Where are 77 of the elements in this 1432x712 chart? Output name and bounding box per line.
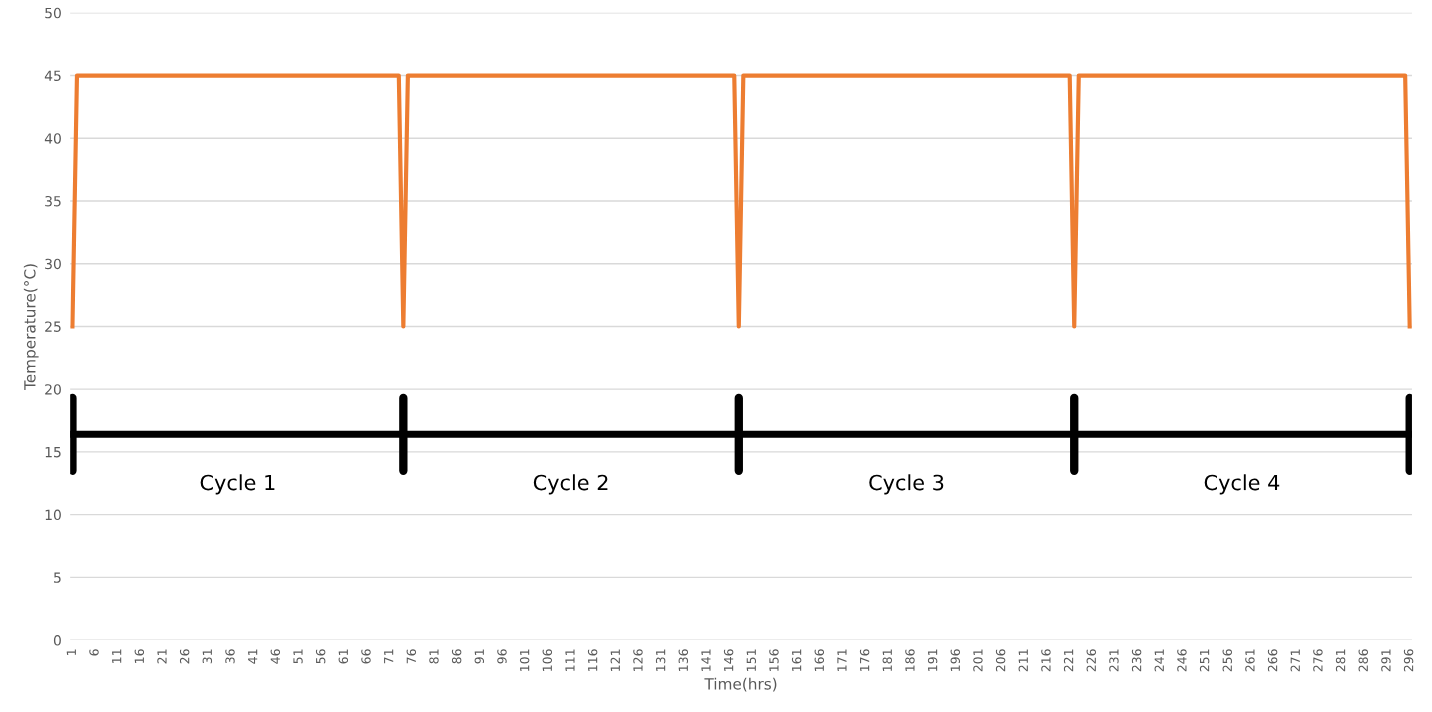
x-tick-label: 236 xyxy=(1131,649,1142,672)
x-tick-label: 266 xyxy=(1267,649,1278,672)
x-tick-label: 291 xyxy=(1381,649,1391,672)
x-tick-label: 206 xyxy=(995,649,1006,672)
x-tick-label: 31 xyxy=(202,649,213,664)
x-tick-label: 286 xyxy=(1358,649,1368,672)
y-tick-label: 10 xyxy=(45,509,61,521)
x-tick-label: 91 xyxy=(474,649,485,664)
x-tick-label: 261 xyxy=(1245,649,1255,672)
x-tick-label: 186 xyxy=(905,649,915,671)
x-tick-label: 131 xyxy=(655,649,666,671)
annotation: Cycle 4 xyxy=(1204,474,1280,495)
x-tick-label: 161 xyxy=(791,649,802,671)
y-axis-title: Temperature(°C) xyxy=(23,264,39,390)
y-tick-label: 0 xyxy=(53,635,61,646)
x-tick-label: 136 xyxy=(678,649,689,671)
x-tick-label: 121 xyxy=(610,649,620,671)
x-tick-label: 211 xyxy=(1018,649,1028,672)
x-tick-label: 101 xyxy=(519,649,530,671)
x-tick-label: 146 xyxy=(723,649,734,671)
x-tick-label: 66 xyxy=(361,649,371,664)
x-tick-label: 231 xyxy=(1109,649,1119,672)
x-tick-label: 176 xyxy=(859,649,870,671)
x-tick-label: 96 xyxy=(497,649,507,664)
x-tick-label: 76 xyxy=(406,649,417,664)
x-tick-label: 241 xyxy=(1154,649,1164,672)
x-tick-label: 141 xyxy=(701,649,711,671)
x-tick-label: 36 xyxy=(225,649,235,664)
annotation: Cycle 2 xyxy=(533,474,608,495)
x-tick-label: 86 xyxy=(451,649,462,664)
x-tick-label: 81 xyxy=(429,649,439,664)
y-tick-label: 35 xyxy=(45,195,61,207)
x-tick-label: 126 xyxy=(633,649,643,671)
x-tick-label: 116 xyxy=(587,649,598,671)
x-tick-label: 111 xyxy=(565,649,575,671)
x-axis-title: Time(hrs) xyxy=(704,677,777,692)
y-tick-label: 30 xyxy=(45,258,61,270)
x-tick-label: 271 xyxy=(1290,649,1300,672)
x-tick-label: 21 xyxy=(157,649,167,664)
x-tick-label: 56 xyxy=(315,649,326,664)
x-tick-label: 1 xyxy=(66,649,76,655)
x-tick-label: 281 xyxy=(1335,649,1346,672)
y-tick-label: 25 xyxy=(45,321,61,332)
y-tick-label: 40 xyxy=(44,133,61,144)
x-tick-label: 181 xyxy=(882,649,893,671)
annotation: Cycle 1 xyxy=(200,474,275,495)
x-tick-label: 296 xyxy=(1403,649,1414,672)
x-tick-label: 276 xyxy=(1313,649,1323,672)
y-tick-label: 45 xyxy=(44,70,61,82)
x-tick-label: 171 xyxy=(837,649,847,671)
x-tick-label: 51 xyxy=(293,649,303,664)
y-tick-label: 50 xyxy=(45,7,61,19)
x-tick-label: 191 xyxy=(927,649,938,671)
x-tick-label: 26 xyxy=(179,649,190,664)
y-tick-label: 5 xyxy=(54,572,61,583)
x-tick-label: 16 xyxy=(134,649,145,663)
x-tick-label: 41 xyxy=(248,649,258,664)
x-tick-label: 201 xyxy=(973,649,983,672)
x-tick-label: 221 xyxy=(1063,649,1074,672)
x-tick-label: 71 xyxy=(384,649,394,664)
x-tick-label: 246 xyxy=(1177,649,1187,672)
x-tick-label: 256 xyxy=(1222,649,1232,672)
x-tick-label: 226 xyxy=(1086,649,1096,672)
y-tick-label: 15 xyxy=(45,447,61,458)
annotation: Cycle 3 xyxy=(869,474,944,495)
x-tick-label: 46 xyxy=(270,649,281,664)
x-tick-label: 216 xyxy=(1041,649,1051,672)
x-tick-label: 151 xyxy=(746,649,757,671)
x-tick-label: 6 xyxy=(89,649,99,656)
x-tick-label: 166 xyxy=(814,649,825,671)
x-tick-label: 196 xyxy=(950,649,961,671)
x-tick-label: 156 xyxy=(769,649,779,671)
x-tick-label: 61 xyxy=(338,649,349,664)
x-tick-label: 251 xyxy=(1199,649,1210,672)
y-tick-label: 20 xyxy=(45,384,61,395)
x-tick-label: 106 xyxy=(542,649,553,671)
x-tick-label: 11 xyxy=(112,649,122,663)
